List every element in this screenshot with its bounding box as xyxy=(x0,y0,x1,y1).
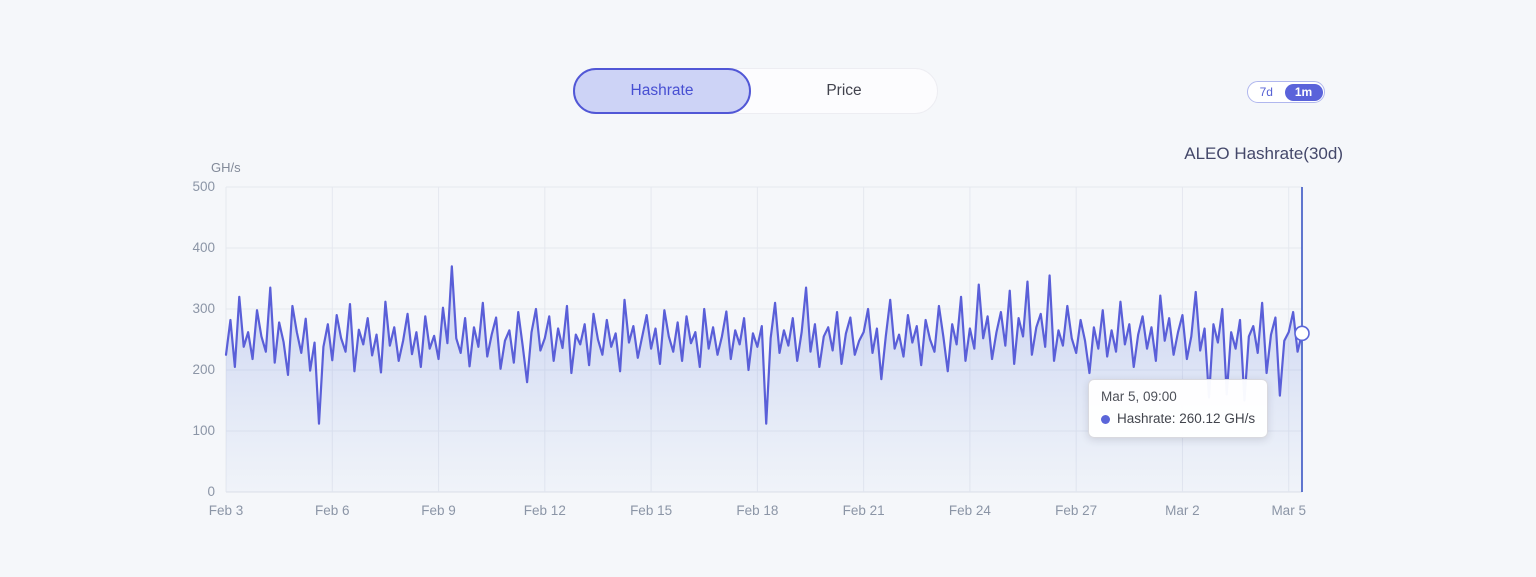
tooltip-series-row: Hashrate: 260.12 GH/s xyxy=(1101,409,1255,429)
x-tick-label: Feb 18 xyxy=(736,503,779,518)
x-tick-label: Feb 6 xyxy=(315,503,350,518)
y-tick-label: 400 xyxy=(192,240,215,255)
tooltip-date: Mar 5, 09:00 xyxy=(1101,389,1177,404)
chart-title: ALEO Hashrate(30d) xyxy=(1184,144,1343,163)
range-1m-button[interactable]: 1m xyxy=(1284,83,1323,101)
tab-price[interactable]: Price xyxy=(751,68,937,114)
x-tick-label: Feb 27 xyxy=(1055,503,1098,518)
tooltip-value: Hashrate: 260.12 GH/s xyxy=(1117,411,1256,426)
x-tick-label: Feb 24 xyxy=(948,503,991,518)
x-tick-label: Feb 12 xyxy=(523,503,566,518)
tab-hashrate[interactable]: Hashrate xyxy=(573,67,751,114)
y-tick-label: 500 xyxy=(192,179,215,194)
chart-tooltip: Mar 5, 09:00 Hashrate: 260.12 GH/s xyxy=(1088,379,1269,438)
current-point-marker xyxy=(1294,325,1310,342)
y-axis-unit: GH/s xyxy=(211,160,241,175)
x-tick-label: Feb 3 xyxy=(208,503,244,518)
y-tick-label: 0 xyxy=(207,484,215,499)
x-tick-label: Feb 9 xyxy=(421,503,456,518)
series-dot-icon xyxy=(1101,414,1110,424)
range-toggle: 7d 1m xyxy=(1247,81,1325,103)
y-tick-label: 300 xyxy=(192,301,215,316)
y-tick-label: 100 xyxy=(192,423,215,438)
metric-toggle: Hashrate Price xyxy=(573,67,938,114)
x-tick-label: Feb 21 xyxy=(842,503,885,518)
x-tick-label: Feb 15 xyxy=(630,503,673,518)
x-tick-label: Mar 5 xyxy=(1271,503,1306,518)
x-tick-label: Mar 2 xyxy=(1165,503,1200,518)
range-7d-button[interactable]: 7d xyxy=(1248,85,1285,99)
hashrate-line xyxy=(224,265,1304,425)
y-tick-label: 200 xyxy=(192,362,215,377)
